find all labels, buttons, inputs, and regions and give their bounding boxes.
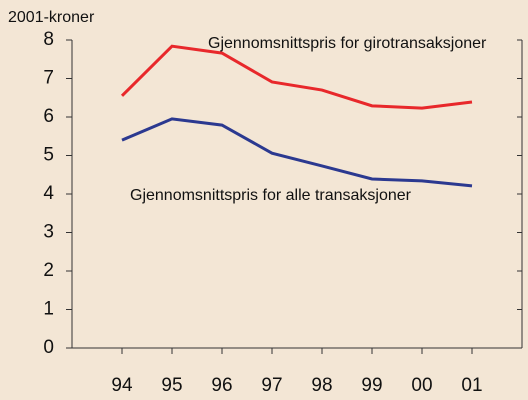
series-label: Gjennomsnittspris for girotransaksjoner: [208, 35, 487, 52]
x-tick-label: 99: [361, 375, 382, 396]
line: [121, 117, 473, 188]
y-tick-label: 5: [43, 145, 54, 166]
series-label: Gjennomsnittspris for alle transaksjoner: [130, 187, 412, 204]
y-tick-label: 3: [43, 222, 54, 243]
y-axis-label: 2001-kroner: [8, 9, 95, 26]
y-tick-label: 0: [43, 337, 54, 358]
y-tick-label: 7: [43, 68, 54, 89]
y-tick-label: 2: [43, 260, 54, 281]
y-tick-label: 8: [43, 29, 54, 50]
y-tick-label: 4: [43, 183, 54, 204]
x-tick-label: 00: [411, 375, 432, 396]
x-tick-label: 98: [311, 375, 332, 396]
x-tick-label: 97: [261, 375, 282, 396]
x-tick-label: 01: [461, 375, 482, 396]
x-tick-label: 96: [211, 375, 232, 396]
x-tick-label: 94: [111, 375, 133, 396]
y-tick-label: 1: [43, 299, 54, 320]
x-tick-label: 95: [161, 375, 182, 396]
y-tick-label: 6: [43, 106, 54, 127]
line: [120, 44, 473, 110]
